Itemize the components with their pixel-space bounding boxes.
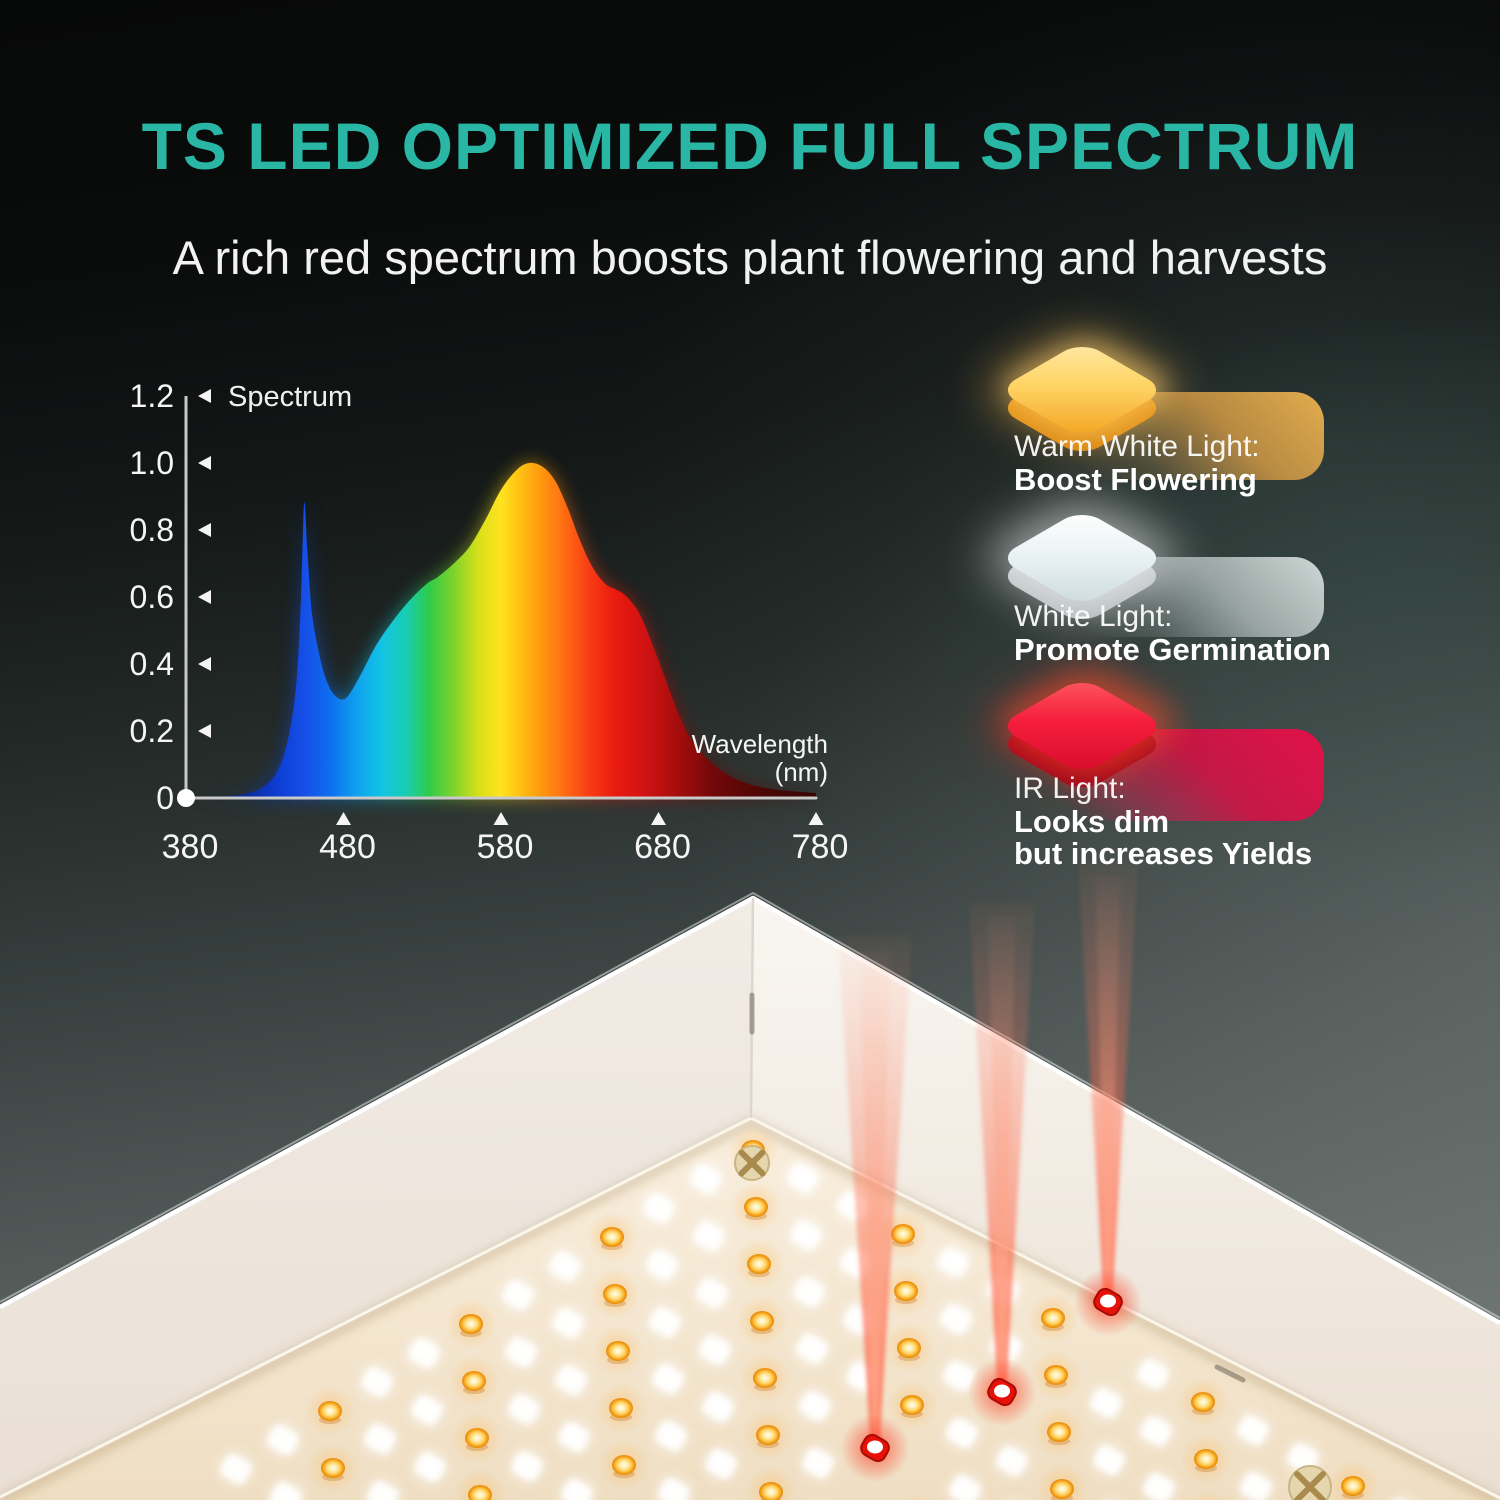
svg-text:0.6: 0.6 bbox=[130, 579, 174, 615]
svg-text:680: 680 bbox=[634, 828, 691, 866]
legend-line: Warm White Light: bbox=[1014, 430, 1260, 463]
svg-text:1.2: 1.2 bbox=[130, 378, 174, 414]
page-subtitle: A rich red spectrum boosts plant floweri… bbox=[172, 231, 1328, 284]
page-title: TS LED OPTIMIZED FULL SPECTRUM bbox=[141, 109, 1359, 183]
legend-line: IR Light: bbox=[1014, 772, 1126, 805]
chip-top-layer bbox=[997, 508, 1167, 608]
svg-text:0.8: 0.8 bbox=[130, 512, 174, 548]
svg-text:480: 480 bbox=[319, 828, 376, 866]
chip-top-layer bbox=[997, 340, 1167, 440]
svg-text:0.4: 0.4 bbox=[130, 646, 174, 682]
panel-edge-trim bbox=[0, 891, 1500, 1500]
ir-label: IR Light: Looks dim but increases Yields bbox=[1014, 772, 1312, 870]
white-label: White Light: Promote Germination bbox=[1014, 600, 1331, 666]
svg-text:580: 580 bbox=[477, 828, 534, 866]
chip-top-layer bbox=[997, 676, 1167, 776]
panel-screws bbox=[734, 1145, 1332, 1500]
svg-text:380: 380 bbox=[162, 828, 219, 866]
legend-line-bold: Boost Flowering bbox=[1014, 462, 1257, 497]
chart-ticks-and-labels: 0 0.2 0.4 0.6 0.8 1.0 1.2 Spectrum 380 480 580 680 7… bbox=[130, 378, 849, 866]
legend-line: White Light: bbox=[1014, 600, 1173, 633]
chart-axes bbox=[184, 396, 818, 800]
svg-text:Spectrum: Spectrum bbox=[228, 381, 352, 413]
svg-text:(nm): (nm) bbox=[775, 757, 828, 787]
frame-walls bbox=[0, 898, 1500, 1498]
warm-white-label: Warm White Light: Boost Flowering bbox=[1014, 430, 1260, 496]
legend-line-bold: Promote Germination bbox=[1014, 632, 1331, 667]
legend-line-bold: but increases Yields bbox=[1014, 836, 1313, 871]
spectrum-area bbox=[186, 462, 816, 798]
ir-red-leds bbox=[841, 1268, 1142, 1482]
svg-text:0.2: 0.2 bbox=[130, 713, 174, 749]
panel-notch bbox=[1214, 1364, 1246, 1383]
legend-line-bold: Looks dim bbox=[1014, 804, 1170, 839]
ir-led-chip-icon bbox=[997, 666, 1167, 794]
svg-text:1.0: 1.0 bbox=[130, 445, 174, 481]
ir-light-beams bbox=[838, 862, 1138, 1448]
svg-text:0: 0 bbox=[156, 780, 174, 816]
warm-leds bbox=[305, 1125, 1378, 1500]
svg-text:Wavelength: Wavelength bbox=[692, 729, 828, 759]
svg-text:780: 780 bbox=[792, 828, 849, 866]
